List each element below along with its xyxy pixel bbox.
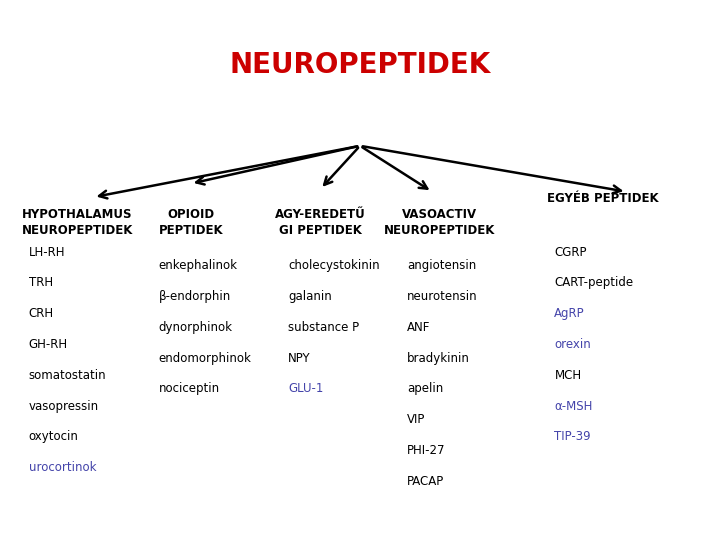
Text: CRH: CRH xyxy=(29,307,54,320)
Text: angiotensin: angiotensin xyxy=(407,259,476,272)
Text: HYPOTHALAMUS
NEUROPEPTIDEK: HYPOTHALAMUS NEUROPEPTIDEK xyxy=(22,208,133,237)
Text: TIP-39: TIP-39 xyxy=(554,430,591,443)
Text: NPY: NPY xyxy=(288,352,310,365)
Text: oxytocin: oxytocin xyxy=(29,430,78,443)
Text: TRH: TRH xyxy=(29,276,53,289)
Text: orexin: orexin xyxy=(554,338,591,351)
Text: dynorphinok: dynorphinok xyxy=(158,321,233,334)
Text: galanin: galanin xyxy=(288,290,332,303)
Text: PACAP: PACAP xyxy=(407,475,444,488)
Text: cholecystokinin: cholecystokinin xyxy=(288,259,379,272)
Text: α-MSH: α-MSH xyxy=(554,400,593,413)
Text: ANF: ANF xyxy=(407,321,430,334)
Text: bradykinin: bradykinin xyxy=(407,352,469,365)
Text: EGYÉB PEPTIDEK: EGYÉB PEPTIDEK xyxy=(547,192,659,205)
Text: β-endorphin: β-endorphin xyxy=(158,290,230,303)
Text: enkephalinok: enkephalinok xyxy=(158,259,238,272)
Text: CART-peptide: CART-peptide xyxy=(554,276,634,289)
Text: GH-RH: GH-RH xyxy=(29,338,68,351)
Text: somatostatin: somatostatin xyxy=(29,369,107,382)
Text: AgRP: AgRP xyxy=(554,307,585,320)
Text: VIP: VIP xyxy=(407,413,426,426)
Text: nociceptin: nociceptin xyxy=(158,382,220,395)
Text: NEUROPEPTIDEK: NEUROPEPTIDEK xyxy=(230,51,490,79)
Text: apelin: apelin xyxy=(407,382,443,395)
Text: endomorphinok: endomorphinok xyxy=(158,352,251,365)
Text: VASOACTIV
NEUROPEPTIDEK: VASOACTIV NEUROPEPTIDEK xyxy=(384,208,495,237)
Text: AGY-EREDETŰ
GI PEPTIDEK: AGY-EREDETŰ GI PEPTIDEK xyxy=(275,208,366,237)
Text: OPIOID
PEPTIDEK: OPIOID PEPTIDEK xyxy=(158,208,223,237)
Text: LH-RH: LH-RH xyxy=(29,246,66,259)
Text: MCH: MCH xyxy=(554,369,582,382)
Text: PHI-27: PHI-27 xyxy=(407,444,445,457)
Text: urocortinok: urocortinok xyxy=(29,461,96,474)
Text: substance P: substance P xyxy=(288,321,359,334)
Text: GLU-1: GLU-1 xyxy=(288,382,323,395)
Text: vasopressin: vasopressin xyxy=(29,400,99,413)
Text: neurotensin: neurotensin xyxy=(407,290,477,303)
Text: CGRP: CGRP xyxy=(554,246,587,259)
